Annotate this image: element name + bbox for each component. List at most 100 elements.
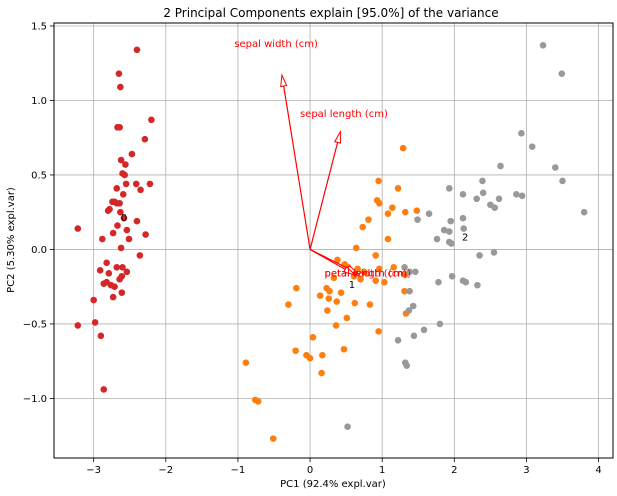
data-point-cluster-2 [476,252,483,259]
data-point-cluster-2 [425,210,433,217]
data-point-cluster-2 [459,191,467,198]
data-point-cluster-2 [460,225,467,232]
data-point-cluster-2 [344,423,351,431]
data-point-cluster-1 [375,328,382,335]
data-point-cluster-1 [254,398,262,405]
data-point-cluster-2 [445,228,453,235]
data-point-cluster-1 [324,307,331,314]
data-point-cluster-2 [409,302,417,310]
data-point-cluster-1 [334,256,341,264]
data-point-cluster-2 [406,287,413,295]
x-tick-label: 2 [451,465,457,476]
data-point-cluster-0 [142,231,149,238]
data-point-cluster-0 [119,264,126,271]
data-point-cluster-0 [90,296,97,304]
data-point-cluster-2 [495,195,503,203]
y-tick-label: 0.0 [31,245,47,256]
data-point-cluster-1 [242,359,250,366]
data-point-cluster-0 [113,264,121,271]
y-tick-label: 1.5 [31,21,47,32]
x-axis-ticks: −3 −2 −1 0 1 2 3 4 [86,458,602,476]
data-point-cluster-2 [440,226,448,234]
loading-label: petal width (cm) [324,268,406,279]
data-point-cluster-0 [113,185,121,192]
data-point-cluster-0 [99,235,106,243]
data-point-cluster-1 [316,292,324,299]
data-point-cluster-2 [433,235,441,243]
data-point-cluster-0 [114,123,121,131]
data-point-cluster-0 [146,180,154,188]
data-point-cluster-0 [96,266,104,274]
data-point-cluster-2 [447,217,455,225]
data-point-cluster-1 [394,185,402,192]
data-point-cluster-0 [117,244,125,252]
data-point-cluster-2 [401,264,408,271]
cluster-label: 0 [121,213,127,224]
data-point-cluster-1 [292,347,299,355]
data-point-cluster-1 [354,265,361,273]
loading-label: petal length (cm) [324,268,411,279]
data-point-cluster-1 [376,265,383,273]
x-tick-label: −3 [86,465,101,476]
data-point-cluster-2 [410,332,418,340]
data-point-cluster-0 [128,150,136,158]
data-point-cluster-2 [445,185,453,192]
data-point-cluster-2 [513,191,520,198]
data-point-cluster-1 [401,208,409,216]
x-tick-label: −2 [158,465,173,476]
data-point-cluster-0 [74,225,82,232]
data-point-cluster-2 [518,192,526,200]
data-point-cluster-2 [459,214,467,222]
loading-labels: sepal width (cm) sepal length (cm) petal l… [234,39,411,279]
data-point-cluster-1 [357,275,364,283]
data-point-cluster-0 [122,161,129,168]
data-point-cluster-0 [104,207,112,215]
data-point-cluster-0 [111,283,118,290]
data-point-cluster-1 [372,252,379,259]
data-point-cluster-1 [413,207,421,215]
data-point-cluster-1 [375,177,382,185]
data-point-cluster-2 [518,129,525,137]
data-point-cluster-1 [285,301,292,308]
loading-arrowhead [280,73,288,88]
data-point-cluster-1 [376,199,383,207]
data-point-cluster-2 [436,320,444,328]
y-tick-label: −0.5 [23,319,47,330]
x-tick-label: 1 [379,465,385,476]
data-point-cluster-0 [109,293,117,301]
data-point-cluster-1 [306,354,314,362]
cluster-labels: 0 1 2 [121,213,469,291]
data-point-cluster-1 [319,351,326,359]
data-point-cluster-2 [405,307,413,314]
data-point-cluster-0 [133,217,141,225]
loading-arrow [281,75,311,250]
data-point-cluster-1 [381,278,388,286]
data-point-cluster-0 [115,70,123,77]
data-point-cluster-2 [473,195,480,203]
data-point-cluster-1 [337,289,345,296]
data-point-cluster-1 [309,334,317,341]
data-point-cluster-2 [420,326,428,334]
data-point-cluster-2 [551,164,559,171]
data-point-cluster-0 [118,289,126,296]
data-point-cluster-1 [326,287,333,295]
data-point-cluster-2 [412,268,419,276]
data-point-cluster-0 [141,135,149,143]
data-point-cluster-2 [580,208,588,216]
data-point-cluster-0 [91,319,99,326]
data-point-cluster-2 [479,177,486,185]
data-point-cluster-2 [403,362,411,369]
data-point-cluster-2 [491,204,499,212]
data-point-cluster-1 [366,301,374,308]
data-point-cluster-0 [148,116,155,124]
loading-label: sepal length (cm) [300,109,388,120]
data-point-cluster-0 [125,235,133,243]
data-point-cluster-0 [100,280,108,288]
data-point-cluster-2 [462,278,470,286]
data-point-cluster-0 [74,322,82,329]
data-point-cluster-0 [109,229,117,237]
data-point-cluster-0 [137,186,144,194]
data-point-cluster-1 [352,244,360,252]
data-point-cluster-1 [388,204,396,212]
data-point-cluster-0 [123,226,131,234]
